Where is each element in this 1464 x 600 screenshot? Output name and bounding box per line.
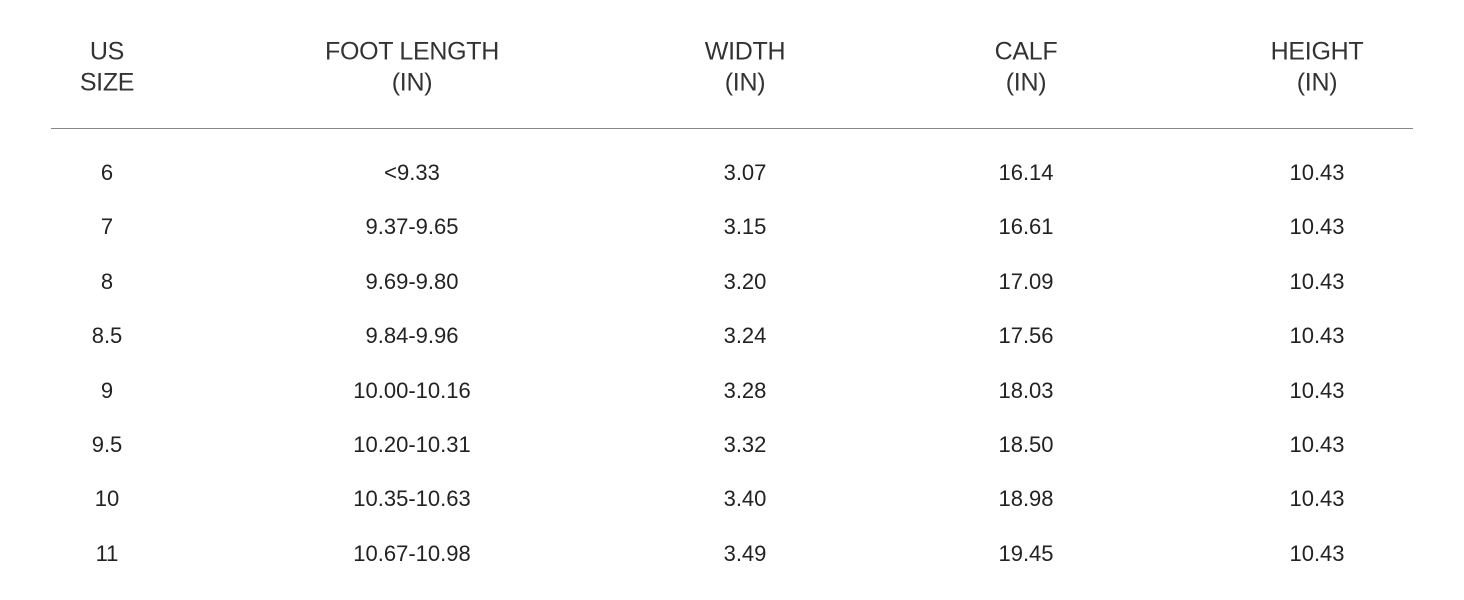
column-header: (IN) bbox=[1296, 68, 1338, 97]
table-cell: 10.00-10.16 bbox=[353, 377, 471, 403]
table-cell: 9.37-9.65 bbox=[365, 214, 459, 240]
table-cell: 10.20-10.31 bbox=[353, 432, 471, 457]
column-header: FOOT LENGTH bbox=[324, 37, 500, 66]
table-cell: 3.15 bbox=[723, 214, 767, 240]
column-header: (IN) bbox=[1005, 68, 1047, 97]
table-cell: 9.5 bbox=[91, 432, 123, 457]
column-header: CALF bbox=[994, 37, 1058, 66]
table-cell: 8 bbox=[100, 268, 114, 294]
header-divider bbox=[51, 128, 1413, 129]
table-cell: 11 bbox=[95, 540, 119, 566]
column-header: WIDTH bbox=[704, 37, 786, 66]
table-cell: 6 bbox=[100, 160, 114, 185]
table-cell: 3.32 bbox=[723, 432, 767, 457]
table-cell: <9.33 bbox=[384, 160, 440, 185]
table-cell: 18.50 bbox=[998, 432, 1054, 457]
table-cell: 8.5 bbox=[91, 323, 123, 349]
column-header: HEIGHT bbox=[1270, 37, 1364, 66]
table-cell: 3.07 bbox=[723, 160, 767, 185]
table-cell: 17.09 bbox=[998, 268, 1054, 294]
table-cell: 3.49 bbox=[723, 540, 767, 566]
table-cell: 10 bbox=[94, 486, 120, 512]
table-cell: 10.35-10.63 bbox=[353, 486, 471, 512]
table-cell: 10.43 bbox=[1289, 160, 1345, 185]
table-cell: 19.45 bbox=[998, 540, 1054, 566]
table-cell: 10.43 bbox=[1289, 268, 1345, 294]
table-cell: 18.98 bbox=[998, 486, 1054, 512]
table-cell: 10.43 bbox=[1289, 377, 1345, 403]
table-cell: 16.14 bbox=[998, 160, 1054, 185]
table-cell: 16.61 bbox=[998, 214, 1054, 240]
column-header: (IN) bbox=[391, 68, 433, 97]
column-header: SIZE bbox=[79, 68, 135, 97]
table-cell: 10.67-10.98 bbox=[353, 540, 471, 566]
table-cell: 3.20 bbox=[723, 268, 767, 294]
table-cell: 9.69-9.80 bbox=[365, 268, 459, 294]
table-cell: 18.03 bbox=[998, 377, 1054, 403]
table-cell: 7 bbox=[100, 214, 114, 240]
table-cell: 17.56 bbox=[998, 323, 1054, 349]
table-cell: 3.40 bbox=[723, 486, 767, 512]
table-cell: 3.24 bbox=[723, 323, 767, 349]
table-cell: 10.43 bbox=[1289, 540, 1345, 566]
column-header: (IN) bbox=[724, 68, 766, 97]
table-cell: 10.43 bbox=[1289, 323, 1345, 349]
table-cell: 10.43 bbox=[1289, 486, 1345, 512]
table-cell: 3.28 bbox=[723, 377, 767, 403]
column-header: US bbox=[89, 37, 125, 66]
table-cell: 10.43 bbox=[1289, 432, 1345, 457]
table-cell: 9.84-9.96 bbox=[365, 323, 459, 349]
table-cell: 10.43 bbox=[1289, 214, 1345, 240]
table-cell: 9 bbox=[100, 377, 114, 403]
